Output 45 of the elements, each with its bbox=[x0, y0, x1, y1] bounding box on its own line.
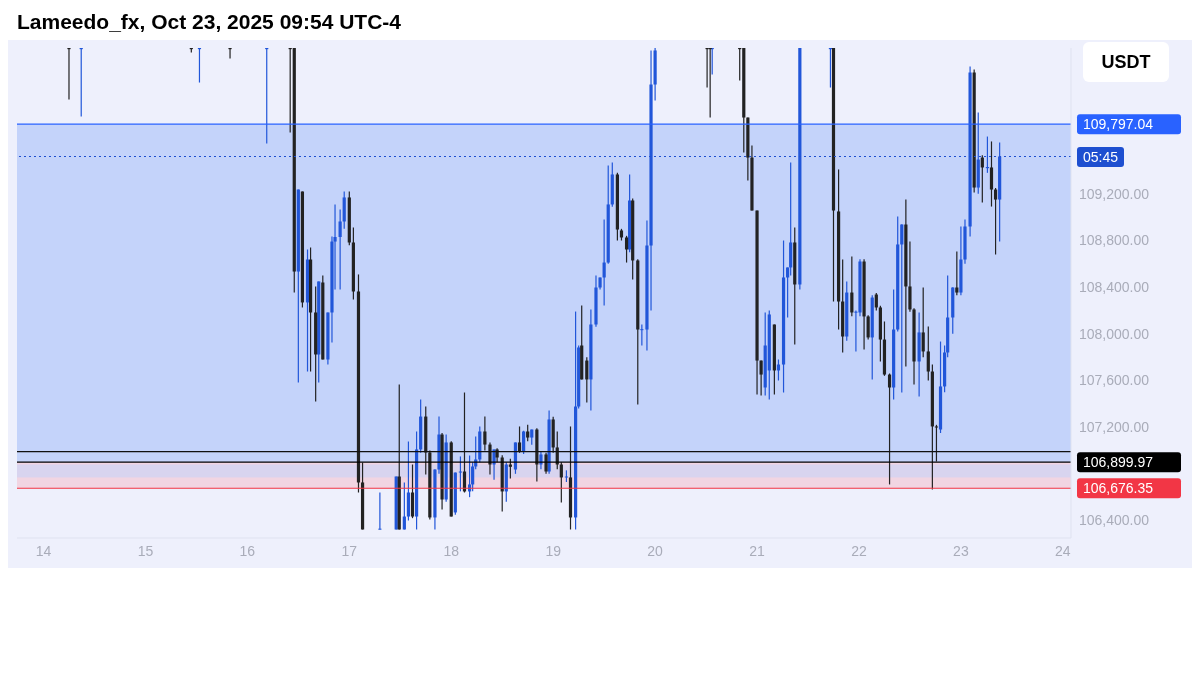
candlestick bbox=[544, 452, 548, 475]
ref-line-label: 106,676.35 bbox=[1083, 480, 1154, 497]
candlestick bbox=[759, 359, 763, 397]
candlestick bbox=[993, 187, 998, 256]
y-tick-label: 107,600.00 bbox=[1079, 372, 1150, 389]
x-tick-label: 15 bbox=[137, 542, 154, 559]
x-tick-label: 16 bbox=[239, 542, 256, 559]
x-tick-label: 19 bbox=[545, 542, 562, 559]
chart-title: Lameedo_fx, Oct 23, 2025 09:54 UTC-4 bbox=[16, 9, 402, 35]
candlestick bbox=[585, 356, 589, 404]
candlestick bbox=[921, 286, 925, 358]
candlestick bbox=[640, 323, 644, 347]
text: USDT bbox=[1083, 42, 1169, 82]
candlestick bbox=[866, 314, 870, 341]
y-tick-label: 106,400.00 bbox=[1079, 512, 1150, 529]
candlestick bbox=[989, 140, 994, 208]
candlestick bbox=[338, 208, 342, 291]
text: 05:45 bbox=[1077, 146, 1125, 167]
y-tick-label: 108,400.00 bbox=[1079, 279, 1150, 296]
x-tick-label: 24 bbox=[1055, 542, 1071, 559]
candlestick bbox=[955, 250, 959, 296]
candlestick bbox=[926, 325, 930, 382]
x-tick-label: 18 bbox=[443, 542, 460, 559]
candlestick bbox=[378, 491, 382, 531]
candlestick bbox=[624, 235, 629, 264]
candlestick bbox=[705, 47, 709, 89]
candlestick bbox=[483, 415, 487, 452]
candlestick bbox=[887, 372, 892, 486]
ref-line-label: 109,797.04 bbox=[1083, 116, 1154, 133]
y-tick-label: 109,200.00 bbox=[1079, 185, 1150, 202]
candlestick bbox=[67, 47, 71, 101]
x-tick-label: 17 bbox=[341, 542, 358, 559]
y-tick-label: 108,800.00 bbox=[1079, 232, 1150, 249]
x-tick-label: 23 bbox=[953, 542, 969, 559]
y-tick-label: 108,000.00 bbox=[1079, 325, 1150, 342]
ref-line-label: 106,899.97 bbox=[1083, 454, 1154, 471]
x-tick-label: 14 bbox=[35, 542, 52, 559]
x-tick-label: 22 bbox=[851, 542, 867, 559]
y-tick-label: 107,200.00 bbox=[1079, 419, 1150, 436]
x-tick-label: 20 bbox=[647, 542, 664, 559]
candlestick bbox=[228, 47, 232, 60]
x-tick-label: 21 bbox=[749, 542, 766, 559]
candlestick bbox=[934, 424, 939, 463]
candlestick bbox=[458, 455, 463, 492]
candlestick bbox=[517, 425, 522, 454]
